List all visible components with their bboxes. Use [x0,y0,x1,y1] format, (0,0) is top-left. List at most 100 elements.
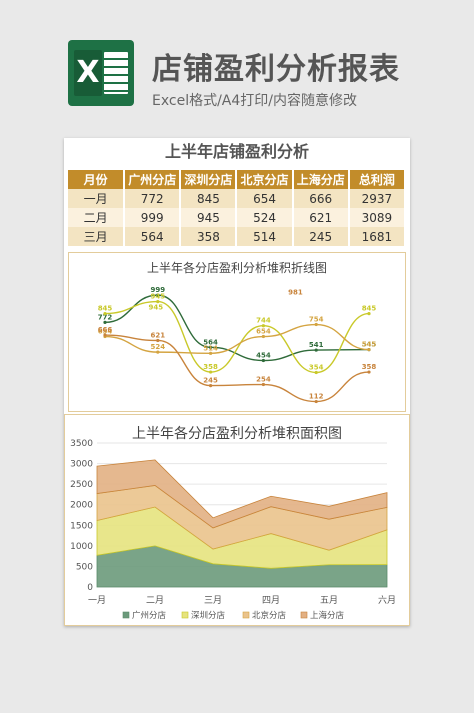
data-label: 545 [362,341,377,349]
x-tick-label: 三月 [204,595,222,606]
data-point [156,350,160,354]
data-label: 945 [150,293,165,301]
table-cell: 999 [124,208,182,227]
data-label: 545 [362,341,377,349]
x-tick-label: 六月 [378,594,396,606]
data-label: 245 [203,377,218,385]
page-title: 店铺盈利分析报表 [152,52,400,87]
table-cell: 245 [292,227,350,246]
table-cell: 845 [180,189,238,208]
table-cell: 621 [292,208,350,227]
column-header: 月份 [68,170,126,189]
data-label: 454 [256,352,271,360]
legend-label: 深圳分店 [191,610,226,621]
table-cell: 666 [292,189,350,208]
data-point [367,370,371,374]
table-cell: 358 [180,227,238,246]
column-header: 总利润 [348,170,407,189]
table-row: 二月 999 945 524 621 3089 [68,208,407,227]
legend-label: 广州分店 [132,610,167,621]
data-point [209,370,213,374]
data-label: 112 [309,393,324,401]
spreadsheet-grid-icon [104,52,128,94]
data-label: 524 [150,343,165,351]
table-cell: 三月 [68,227,126,246]
logo-letter: X [74,50,102,96]
data-point [261,324,265,328]
data-label: 772 [98,313,113,321]
data-point [103,312,107,316]
data-label: 514 [203,344,218,352]
table-cell: 945 [180,208,238,227]
data-point [314,399,318,404]
table-cell: 一月 [68,189,126,208]
data-point [103,333,107,337]
data-label: 564 [203,338,218,346]
table-cell: 514 [236,227,294,246]
data-label: 666 [98,326,113,334]
area-chart-plot: 0 500 1000 1500 2000 2500 3000 3500 一月 二月 三月 四月 五月 六月… [70,439,396,621]
data-label: 254 [256,376,271,384]
line-chart-plot: 772 999 564 454 541 545 845 945 358 744 354 845 654 5… [98,286,377,404]
data-label: 654 [256,328,271,336]
y-tick-label: 0 [87,583,93,593]
y-tick-label: 1000 [70,542,93,552]
data-label: 541 [309,341,324,349]
legend-label: 北京分店 [252,610,287,621]
area-chart: 上半年各分店盈利分析堆积面积图 0 500 1000 1500 2000 2500 3000… [64,414,410,626]
series-line [104,323,370,355]
table-cell: 3089 [348,208,407,227]
data-label: 621 [150,331,165,339]
x-tick-label: 二月 [146,595,164,606]
column-header: 广州分店 [124,170,182,189]
data-point [261,334,265,339]
table-row: 三月 564 358 514 245 1681 [68,227,407,246]
table-cell: 564 [124,227,182,246]
column-header: 北京分店 [236,170,294,189]
area-chart-title: 上半年各分店盈利分析堆积面积图 [132,426,342,442]
data-point [156,338,160,343]
data-label: 981 [288,288,303,296]
data-point [261,358,265,363]
table-cell: 1681 [348,227,407,246]
line-chart-title: 上半年各分店盈利分析堆积折线图 [146,261,327,275]
column-header: 深圳分店 [180,170,238,189]
x-tick-label: 五月 [320,595,338,606]
data-label: 845 [98,305,113,313]
column-header: 上海分店 [292,170,350,189]
data-point [314,322,318,327]
line-chart: 上半年各分店盈利分析堆积折线图 772 999 564 454 541 545 845 945… [68,252,406,412]
y-tick-label: 3500 [70,439,93,449]
legend-label: 上海分店 [310,610,345,621]
table-cell: 654 [236,189,294,208]
data-point [314,348,318,352]
data-label: 654 [98,328,113,336]
data-point [209,345,213,349]
sheet-title: 上半年店铺盈利分析 [164,142,309,161]
data-point [209,384,213,388]
data-label: 358 [203,363,218,371]
data-point [314,370,318,375]
y-tick-label: 1500 [70,521,93,531]
series-line [104,300,370,374]
sheet-preview: 上半年店铺盈利分析 月份 广州分店 深圳分店 北京分店 上海分店 总利润 一月 … [64,138,410,626]
data-label: 754 [309,316,324,324]
profit-table: 月份 广州分店 深圳分店 北京分店 上海分店 总利润 一月 772 845 65… [68,170,407,246]
legend-swatch [181,611,189,619]
y-tick-label: 500 [76,562,93,572]
data-label: 945 [148,304,163,312]
table-cell: 524 [236,208,294,227]
data-point [209,351,213,355]
x-tick-label: 一月 [88,595,106,606]
legend-swatch [242,611,250,619]
data-label: 999 [150,286,165,294]
data-label: 845 [362,305,377,313]
area-series [96,459,388,529]
data-point [261,382,265,387]
y-tick-label: 3000 [70,460,93,470]
data-point [156,293,160,297]
table-cell: 2937 [348,189,407,208]
excel-logo-icon: X [68,40,134,106]
table-row: 一月 772 845 654 666 2937 [68,189,407,208]
data-label: 354 [309,364,324,372]
